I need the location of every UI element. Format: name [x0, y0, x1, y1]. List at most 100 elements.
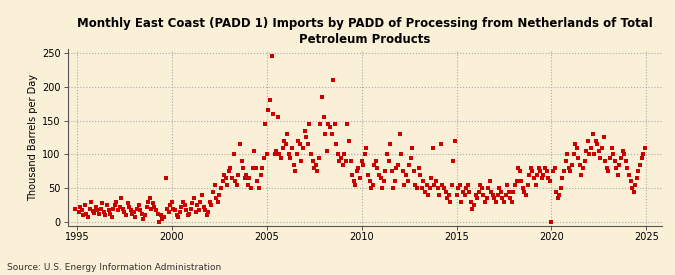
- Point: [360, 152, 371, 157]
- Point: [552, 196, 563, 201]
- Point: [427, 145, 438, 150]
- Point: [468, 203, 479, 207]
- Point: [233, 172, 244, 177]
- Point: [339, 152, 350, 157]
- Point: [200, 208, 211, 212]
- Point: [347, 172, 358, 177]
- Point: [521, 193, 532, 197]
- Point: [78, 213, 88, 218]
- Point: [273, 115, 284, 119]
- Point: [605, 156, 616, 160]
- Point: [306, 152, 317, 157]
- Point: [228, 152, 239, 157]
- Point: [194, 208, 205, 212]
- Y-axis label: Thousand Barrels per Day: Thousand Barrels per Day: [28, 74, 38, 201]
- Point: [540, 166, 551, 170]
- Point: [612, 172, 623, 177]
- Point: [443, 193, 454, 197]
- Point: [423, 193, 433, 197]
- Point: [82, 214, 93, 219]
- Point: [146, 206, 157, 211]
- Point: [472, 196, 483, 201]
- Point: [296, 159, 307, 163]
- Point: [394, 132, 405, 136]
- Point: [167, 200, 178, 204]
- Point: [310, 162, 321, 167]
- Point: [163, 210, 174, 214]
- Point: [448, 159, 459, 163]
- Point: [319, 115, 329, 119]
- Point: [107, 214, 117, 219]
- Point: [302, 142, 313, 147]
- Point: [162, 206, 173, 211]
- Point: [178, 200, 188, 204]
- Point: [142, 200, 153, 204]
- Point: [171, 213, 182, 218]
- Point: [352, 169, 362, 174]
- Point: [603, 169, 614, 174]
- Point: [246, 186, 256, 191]
- Point: [579, 159, 590, 163]
- Point: [381, 152, 392, 157]
- Point: [294, 142, 305, 147]
- Point: [265, 98, 275, 103]
- Point: [130, 214, 141, 219]
- Point: [253, 186, 264, 191]
- Point: [598, 135, 609, 140]
- Point: [234, 142, 245, 147]
- Point: [250, 166, 261, 170]
- Point: [128, 210, 139, 214]
- Point: [559, 169, 570, 174]
- Point: [426, 176, 437, 180]
- Point: [317, 95, 327, 99]
- Point: [441, 196, 452, 201]
- Point: [537, 176, 547, 180]
- Point: [94, 212, 105, 216]
- Point: [391, 166, 402, 170]
- Point: [460, 186, 471, 191]
- Point: [372, 166, 383, 170]
- Point: [236, 159, 247, 163]
- Point: [522, 183, 533, 187]
- Point: [248, 149, 259, 153]
- Point: [263, 108, 273, 113]
- Point: [242, 183, 253, 187]
- Point: [321, 149, 332, 153]
- Point: [168, 206, 179, 211]
- Point: [556, 186, 566, 191]
- Point: [492, 193, 503, 197]
- Point: [89, 210, 100, 215]
- Point: [187, 201, 198, 205]
- Point: [398, 169, 408, 174]
- Point: [189, 196, 200, 201]
- Point: [174, 210, 185, 214]
- Point: [475, 183, 486, 187]
- Point: [454, 183, 465, 187]
- Point: [211, 196, 221, 201]
- Point: [76, 208, 87, 212]
- Point: [597, 145, 608, 150]
- Point: [638, 152, 649, 157]
- Point: [81, 212, 92, 216]
- Point: [358, 162, 369, 167]
- Point: [545, 179, 556, 184]
- Point: [491, 200, 502, 204]
- Point: [410, 183, 421, 187]
- Point: [633, 169, 644, 174]
- Point: [252, 179, 263, 184]
- Point: [421, 183, 432, 187]
- Point: [535, 169, 546, 174]
- Point: [549, 166, 560, 170]
- Point: [487, 193, 498, 197]
- Point: [611, 166, 622, 170]
- Point: [541, 169, 552, 174]
- Point: [127, 212, 138, 216]
- Point: [222, 183, 233, 187]
- Point: [584, 152, 595, 157]
- Point: [433, 193, 444, 197]
- Point: [73, 210, 84, 214]
- Point: [533, 166, 544, 170]
- Point: [462, 183, 473, 187]
- Point: [247, 166, 258, 170]
- Point: [323, 122, 334, 126]
